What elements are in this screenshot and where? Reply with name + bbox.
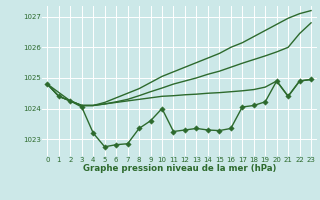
- X-axis label: Graphe pression niveau de la mer (hPa): Graphe pression niveau de la mer (hPa): [83, 164, 276, 173]
